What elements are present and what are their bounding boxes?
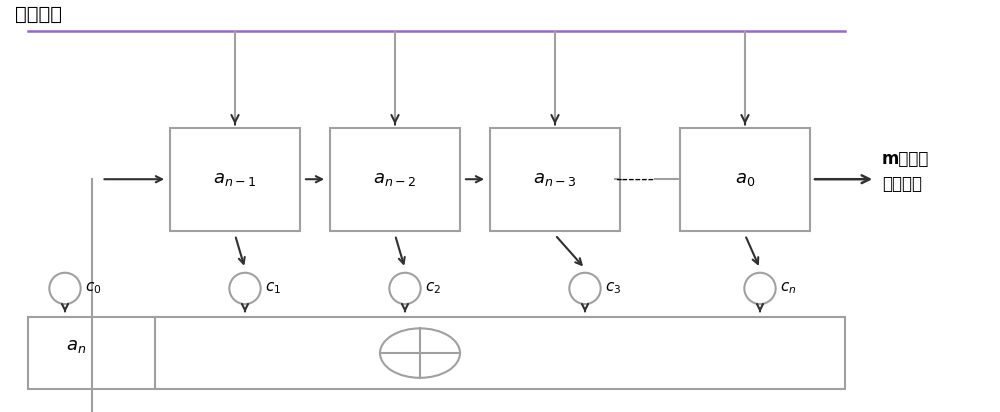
Text: $c_1$: $c_1$ — [265, 281, 281, 296]
Ellipse shape — [389, 273, 421, 304]
Text: $c_3$: $c_3$ — [605, 281, 621, 296]
Text: $a_{n-1}$: $a_{n-1}$ — [213, 170, 257, 188]
Bar — [155, 317, 845, 389]
Text: $c_0$: $c_0$ — [85, 281, 101, 296]
Bar — [170, 128, 300, 231]
Ellipse shape — [229, 273, 261, 304]
Text: $a_n$: $a_n$ — [66, 337, 86, 355]
Text: $a_{n-2}$: $a_{n-2}$ — [373, 170, 417, 188]
Text: $a_0$: $a_0$ — [735, 170, 755, 188]
Text: $c_n$: $c_n$ — [780, 281, 796, 296]
Bar — [28, 317, 155, 389]
Text: ------: ------ — [616, 170, 654, 188]
Text: $c_2$: $c_2$ — [425, 281, 441, 296]
Bar — [680, 128, 810, 231]
Text: m序列伪
随机信号: m序列伪 随机信号 — [882, 150, 929, 193]
Ellipse shape — [380, 328, 460, 378]
Ellipse shape — [744, 273, 776, 304]
Text: 移位脉冲: 移位脉冲 — [15, 5, 62, 24]
Bar — [330, 128, 460, 231]
Ellipse shape — [569, 273, 601, 304]
Ellipse shape — [49, 273, 81, 304]
Text: $a_{n-3}$: $a_{n-3}$ — [533, 170, 577, 188]
Bar — [490, 128, 620, 231]
